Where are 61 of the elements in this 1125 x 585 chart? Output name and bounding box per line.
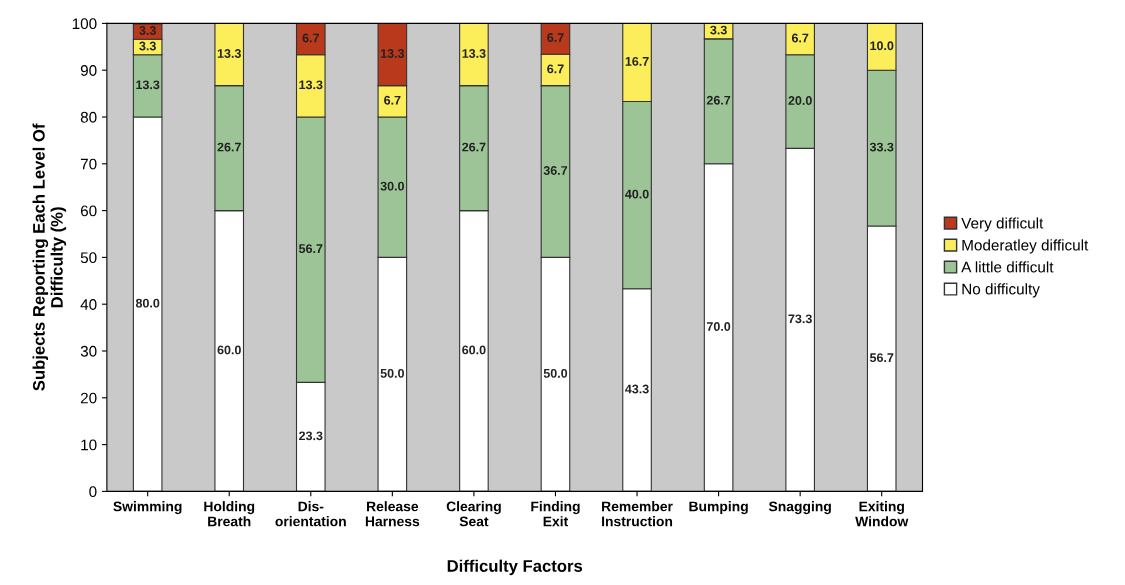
- data-label: 10.0: [870, 41, 894, 51]
- data-label: 50.0: [380, 368, 404, 378]
- data-label: 23.3: [299, 431, 323, 441]
- x-tick-label: Exiting Window: [855, 501, 909, 527]
- y-tick-label: 50: [80, 252, 97, 264]
- y-tick-label: 10: [81, 439, 97, 451]
- x-tick-label: Finding Exit: [531, 501, 580, 527]
- legend-label: Moderatley difficult: [962, 239, 1089, 254]
- data-label: 33.3: [869, 142, 894, 152]
- data-label: 3.3: [710, 25, 727, 35]
- data-label: 70.0: [706, 322, 731, 331]
- x-tick-label: Snagging: [768, 501, 831, 515]
- data-label: 30.0: [380, 181, 404, 191]
- data-label: 73.3: [788, 314, 812, 324]
- y-tick-label: 60: [80, 205, 97, 217]
- x-tick-label: Bumping: [689, 501, 748, 515]
- data-label: 56.7: [299, 244, 323, 254]
- data-label: 6.7: [791, 33, 809, 43]
- data-label: 60.0: [217, 345, 241, 355]
- data-label: 40.0: [625, 189, 649, 199]
- y-tick-label: 30: [80, 345, 97, 357]
- x-tick-label: Remember Instruction: [602, 501, 673, 527]
- data-label: 6.7: [302, 33, 319, 43]
- data-label: 13.3: [380, 49, 405, 58]
- data-label: 26.7: [462, 142, 486, 152]
- x-tick-label: Dis- orientation: [275, 501, 346, 527]
- data-label: 60.0: [462, 345, 486, 355]
- y-tick-label: 100: [72, 18, 97, 30]
- y-tick-label: 80: [80, 111, 97, 123]
- legend-label: No difficulty: [962, 283, 1040, 298]
- data-label: 20.0: [788, 96, 812, 105]
- legend-label: A little difficult: [961, 261, 1054, 273]
- data-label: 6.7: [547, 64, 564, 74]
- x-tick-label: Holding Breath: [204, 501, 255, 527]
- data-label: 26.7: [706, 95, 731, 105]
- y-axis-title: Subjects Reporting Each Level Of Difficulty (%): [32, 123, 67, 391]
- x-tick-label: Swimming: [113, 501, 182, 515]
- data-label: 50.0: [543, 368, 568, 378]
- data-label: 13.3: [136, 80, 160, 90]
- data-label: 80.0: [135, 298, 160, 308]
- data-label: 6.7: [547, 33, 564, 42]
- y-tick-label: 0: [89, 486, 97, 498]
- data-label: 13.3: [462, 49, 486, 58]
- data-label: 3.3: [139, 41, 156, 51]
- data-label: 3.3: [139, 26, 156, 35]
- data-label: 56.7: [869, 353, 894, 363]
- data-label: 13.3: [299, 80, 323, 90]
- y-tick-label: 20: [80, 392, 97, 404]
- data-label: 16.7: [625, 56, 649, 66]
- x-axis-title: Difficulty Factors: [447, 559, 583, 576]
- data-label: 43.3: [625, 384, 649, 394]
- data-label: 13.3: [217, 49, 241, 58]
- x-tick-label: Release Harness: [365, 501, 420, 527]
- data-label: 36.7: [543, 166, 568, 175]
- y-tick-label: 90: [80, 65, 97, 76]
- x-tick-label: Clearing Seat: [446, 501, 501, 527]
- y-tick-label: 40: [80, 299, 97, 310]
- y-tick-label: 70: [80, 158, 97, 170]
- legend-label: Very difficult: [961, 217, 1044, 232]
- data-label: 6.7: [384, 95, 401, 105]
- data-label: 26.7: [217, 142, 241, 152]
